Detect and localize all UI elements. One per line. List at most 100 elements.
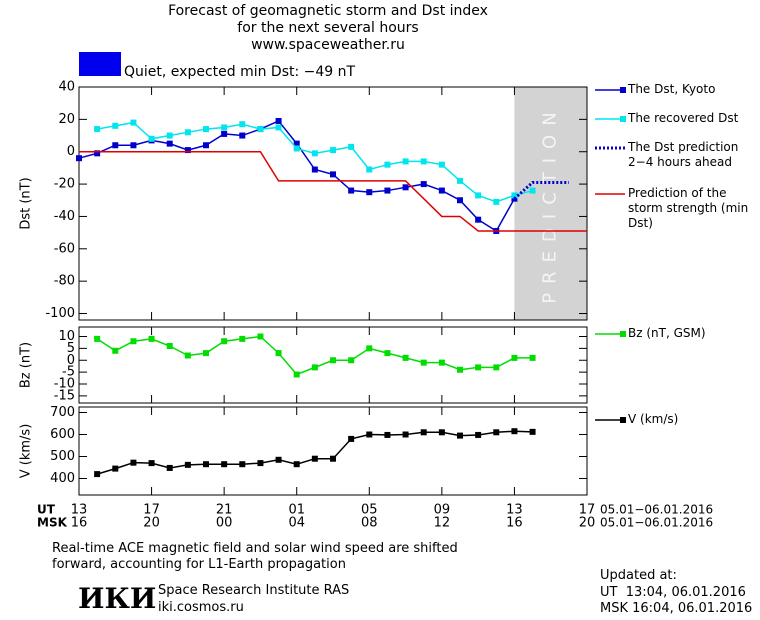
x-tick-label: 01 xyxy=(288,503,305,518)
point xyxy=(511,192,518,199)
point xyxy=(402,354,409,361)
y-axis-label: V (km/s) xyxy=(19,424,34,479)
point xyxy=(112,142,119,149)
point xyxy=(239,461,246,468)
y-tick-label: 600 xyxy=(50,427,75,442)
point xyxy=(366,166,373,173)
y-tick-label: 20 xyxy=(58,112,75,127)
point xyxy=(148,460,155,467)
y-tick-label: 0 xyxy=(67,144,75,159)
point xyxy=(348,187,355,194)
subtitle: for the next several hours xyxy=(237,20,418,36)
point xyxy=(94,126,101,133)
series-line xyxy=(79,150,587,232)
point xyxy=(112,347,119,354)
point xyxy=(275,124,282,131)
prediction-zone xyxy=(514,87,587,320)
point xyxy=(112,122,119,129)
y-tick-label: -10 xyxy=(54,377,75,392)
point xyxy=(257,333,264,340)
point xyxy=(311,166,318,173)
y-axis-label: Bz (nT) xyxy=(19,342,34,388)
point xyxy=(529,428,536,435)
y-tick-label: 40 xyxy=(58,80,75,95)
legend-swatch xyxy=(620,87,626,93)
point xyxy=(457,177,463,184)
y-tick-label: -80 xyxy=(54,274,75,289)
point xyxy=(511,354,518,361)
point xyxy=(166,464,173,471)
title: Forecast of geomagnetic storm and Dst in… xyxy=(168,3,488,19)
y-tick-label: -40 xyxy=(54,209,75,224)
y-tick-label: 500 xyxy=(50,449,75,464)
point xyxy=(94,335,101,342)
point xyxy=(457,197,463,204)
y-tick-label: 5 xyxy=(67,341,75,356)
point xyxy=(311,455,318,462)
x-tick-label: 17 xyxy=(579,503,596,518)
point xyxy=(311,364,318,371)
point xyxy=(166,132,173,139)
x2-tick-label: 16 xyxy=(506,516,523,531)
point xyxy=(438,359,445,366)
point xyxy=(475,192,482,199)
point xyxy=(275,117,282,124)
date-range: 05.01−06.01.2016 xyxy=(600,516,713,530)
point xyxy=(402,431,409,438)
point xyxy=(384,187,391,194)
status-box xyxy=(79,52,121,76)
point xyxy=(511,428,518,435)
point xyxy=(475,364,482,371)
point xyxy=(148,335,155,342)
y-axis-label: Dst (nT) xyxy=(19,177,34,229)
legend-swatch xyxy=(620,331,626,337)
point xyxy=(275,350,282,357)
y-tick-label: 0 xyxy=(67,353,75,368)
series-line xyxy=(96,430,533,475)
point xyxy=(166,140,173,147)
x2-tick-label: 20 xyxy=(579,516,596,531)
y-tick-label: -15 xyxy=(54,388,75,403)
point xyxy=(438,161,445,168)
point xyxy=(112,465,119,472)
point xyxy=(275,456,282,463)
point xyxy=(166,343,173,349)
point xyxy=(457,432,463,439)
status-text: Quiet, expected min Dst: −49 nT xyxy=(124,64,356,80)
point xyxy=(293,145,300,152)
point xyxy=(130,459,137,466)
point xyxy=(130,119,137,126)
prediction-label: PREDICTION xyxy=(540,103,561,303)
point xyxy=(293,461,300,468)
point xyxy=(184,352,191,359)
point xyxy=(203,350,209,357)
point xyxy=(438,187,445,194)
note: Real-time ACE magnetic field and solar w… xyxy=(52,541,458,556)
point xyxy=(184,461,191,468)
x-tick-label: 17 xyxy=(143,503,160,518)
point xyxy=(493,364,500,371)
logo: ИКИ xyxy=(78,582,157,615)
x2-tick-label: 04 xyxy=(288,516,305,531)
y-tick-label: -60 xyxy=(54,241,75,256)
point xyxy=(239,335,246,342)
note: forward, accounting for L1-Earth propaga… xyxy=(52,557,346,572)
point xyxy=(493,429,500,436)
point xyxy=(221,338,228,345)
point xyxy=(420,429,427,436)
site-url: www.spaceweather.ru xyxy=(251,37,405,53)
point xyxy=(203,461,209,468)
point xyxy=(257,460,264,467)
point xyxy=(148,135,155,142)
x-tick-label: 21 xyxy=(216,503,233,518)
point xyxy=(420,158,427,165)
x-tick-label: 13 xyxy=(71,503,88,518)
point xyxy=(221,461,228,468)
point xyxy=(366,345,373,352)
site: iki.cosmos.ru xyxy=(158,600,244,615)
legend-label: V (km/s) xyxy=(628,412,679,426)
series-line xyxy=(513,180,569,200)
point xyxy=(239,132,246,139)
x2-tick-label: 12 xyxy=(434,516,451,531)
